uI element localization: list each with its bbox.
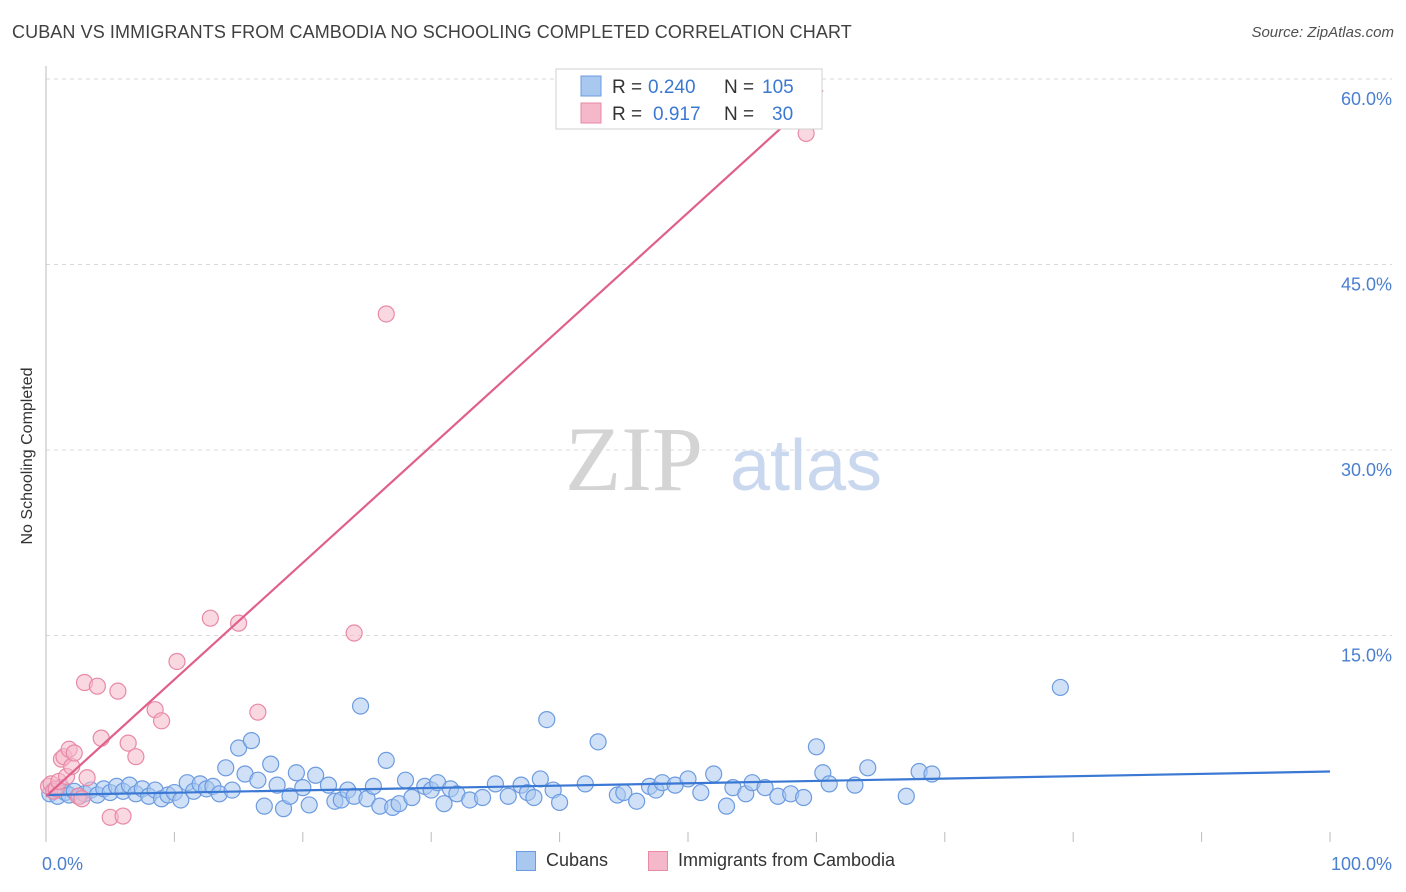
cubans-point-41 (287, 764, 305, 782)
correlation-legend: R = 0.240 N = 105 R = 0.917 N = 30 (555, 68, 823, 130)
legend-swatch-cubans (580, 75, 602, 97)
cubans-point-54 (377, 751, 395, 770)
axes (45, 66, 1331, 842)
cubans-point-85 (679, 770, 697, 788)
cubans-point-58 (403, 788, 421, 807)
cubans-point-30 (217, 759, 235, 777)
watermark-atlas: atlas (730, 426, 882, 506)
cambodia-point-29 (377, 305, 395, 323)
watermark-zip: ZIP (565, 408, 703, 510)
legend-r-value-1: 0.917 (653, 104, 701, 125)
cambodia-point-28 (345, 624, 363, 642)
cubans-label: Cubans (546, 850, 609, 870)
cubans-point-95 (794, 788, 813, 807)
cubans-points (41, 678, 1069, 818)
legend-n-label-0: N = (724, 77, 754, 98)
source-label: Source: ZipAtlas.com (1251, 24, 1394, 41)
cubans-point-98 (820, 775, 838, 793)
cambodia-point-15 (88, 677, 106, 695)
chart-title: CUBAN VS IMMIGRANTS FROM CAMBODIA NO SCH… (12, 22, 852, 42)
legend-r-label-0: R = (612, 77, 642, 98)
cubans-point-92 (756, 779, 774, 797)
cubans-point-88 (717, 797, 736, 815)
cubans-trend-line (45, 770, 1331, 797)
cubans-point-73 (538, 710, 556, 729)
tick-labels: 15.0% 30.0% 45.0% 60.0% 0.0% 100.0% (42, 89, 1392, 874)
cambodia-point-12 (73, 790, 91, 808)
cubans-point-31 (223, 781, 241, 799)
cubans-point-76 (576, 775, 594, 793)
legend-n-value-0: 105 (762, 77, 794, 98)
cubans-point-104 (1051, 678, 1069, 697)
cubans-point-71 (525, 788, 543, 807)
legend-r-value-0: 0.240 (648, 77, 696, 98)
cubans-point-87 (705, 765, 723, 783)
cubans-point-50 (351, 697, 370, 715)
cubans-point-42 (294, 779, 312, 797)
cubans-point-57 (396, 771, 415, 789)
cubans-point-38 (268, 776, 286, 794)
cambodia-points (39, 124, 815, 826)
cubans-swatch (516, 850, 536, 871)
x-tick-label-1: 100.0% (1331, 854, 1392, 874)
cubans-point-96 (807, 738, 826, 756)
cubans-point-37 (262, 755, 280, 773)
cubans-point-68 (499, 787, 517, 805)
cambodia-point-18 (109, 682, 127, 700)
x-tick-label-0: 0.0% (42, 854, 83, 874)
cambodia-point-24 (168, 652, 186, 671)
y-tick-label-3: 60.0% (1341, 89, 1392, 109)
cubans-point-35 (249, 771, 267, 789)
series-legend: Cubans Immigrants from Cambodia (0, 850, 1406, 880)
trend-lines (45, 89, 1331, 798)
legend-swatch-cambodia (580, 102, 602, 124)
cubans-point-40 (281, 787, 299, 805)
cambodia-point-19 (114, 807, 132, 825)
cambodia-point-26 (230, 614, 248, 632)
cubans-point-77 (589, 733, 607, 751)
y-tick-label-0: 15.0% (1341, 646, 1392, 666)
cambodia-point-23 (152, 712, 171, 730)
legend-item-cubans: Cubans (516, 850, 608, 871)
cambodia-point-16 (92, 729, 110, 747)
legend-r-label-1: R = (612, 104, 642, 125)
cambodia-point-20 (119, 734, 137, 752)
cubans-point-62 (435, 795, 453, 813)
cubans-point-34 (242, 732, 261, 750)
cambodia-point-10 (65, 744, 83, 762)
cubans-point-86 (692, 783, 710, 802)
legend-n-label-1: N = (724, 104, 754, 125)
cubans-point-67 (486, 775, 504, 793)
y-tick-label-2: 45.0% (1341, 275, 1392, 295)
cubans-point-80 (628, 792, 646, 810)
cambodia-point-27 (249, 703, 267, 721)
cambodia-swatch (648, 850, 668, 871)
legend-n-value-1: 30 (772, 104, 793, 125)
cubans-point-101 (897, 787, 915, 805)
cubans-point-52 (364, 777, 383, 795)
cubans-point-66 (473, 788, 492, 807)
watermark: ZIP atlas (565, 408, 882, 510)
cambodia-point-21 (127, 748, 145, 766)
cubans-point-44 (307, 766, 325, 784)
cubans-point-72 (531, 770, 549, 788)
legend-item-cambodia: Immigrants from Cambodia (648, 850, 895, 871)
y-tick-label-1: 30.0% (1341, 460, 1392, 480)
cubans-point-75 (550, 793, 569, 812)
cubans-point-32 (230, 739, 248, 757)
cubans-point-43 (300, 796, 318, 814)
cambodia-point-25 (201, 609, 219, 627)
cubans-point-100 (859, 759, 877, 777)
cambodia-point-14 (78, 769, 96, 787)
cambodia-trend-line (45, 89, 824, 798)
cubans-point-36 (255, 797, 273, 815)
grid-lines (46, 78, 1392, 636)
cambodia-label: Immigrants from Cambodia (678, 850, 896, 870)
